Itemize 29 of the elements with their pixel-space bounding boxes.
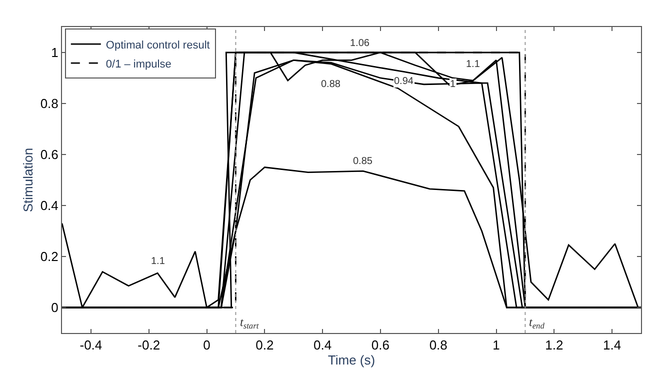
y-tick-label: 0.2 <box>40 249 58 264</box>
y-tick-label: 0 <box>51 300 58 316</box>
annotation: 1 <box>450 79 456 90</box>
y-tick-label: 0.8 <box>40 96 58 112</box>
y-axis-title: Stimulation <box>20 148 36 212</box>
x-tick-label: -0.2 <box>138 338 160 353</box>
annotation: 0.94 <box>394 76 414 87</box>
x-tick-label: 0 <box>203 338 210 353</box>
y-tick-label: 0.6 <box>40 147 58 162</box>
ref-line-label: t$_{start}$ <box>240 315 260 331</box>
x-tick-label: 1 <box>492 338 500 353</box>
x-axis-title: Time (s) <box>328 352 376 368</box>
legend-label: 0/1 – impulse <box>106 58 172 70</box>
x-tick-label: 1.2 <box>545 338 564 353</box>
x-tick-label: 0.2 <box>256 338 274 353</box>
x-tick-label: 0.6 <box>371 338 390 353</box>
x-tick-label: 0.4 <box>314 338 332 353</box>
y-tick-label: 1 <box>51 45 58 60</box>
x-tick-label: 0.8 <box>429 338 448 353</box>
annotation: 1.06 <box>350 38 370 49</box>
ref-line-label: t$_{end}$ <box>529 315 546 331</box>
annotation: 0.85 <box>353 156 373 167</box>
x-tick-label: -0.4 <box>80 338 102 353</box>
y-tick-label: 0.4 <box>40 198 58 214</box>
annotation: 1.1 <box>466 59 480 70</box>
legend-label: Optimal control result <box>106 39 210 52</box>
annotation: 1.1 <box>151 256 166 267</box>
annotation: 0.88 <box>321 79 341 90</box>
x-tick-label: 1.4 <box>603 338 622 353</box>
